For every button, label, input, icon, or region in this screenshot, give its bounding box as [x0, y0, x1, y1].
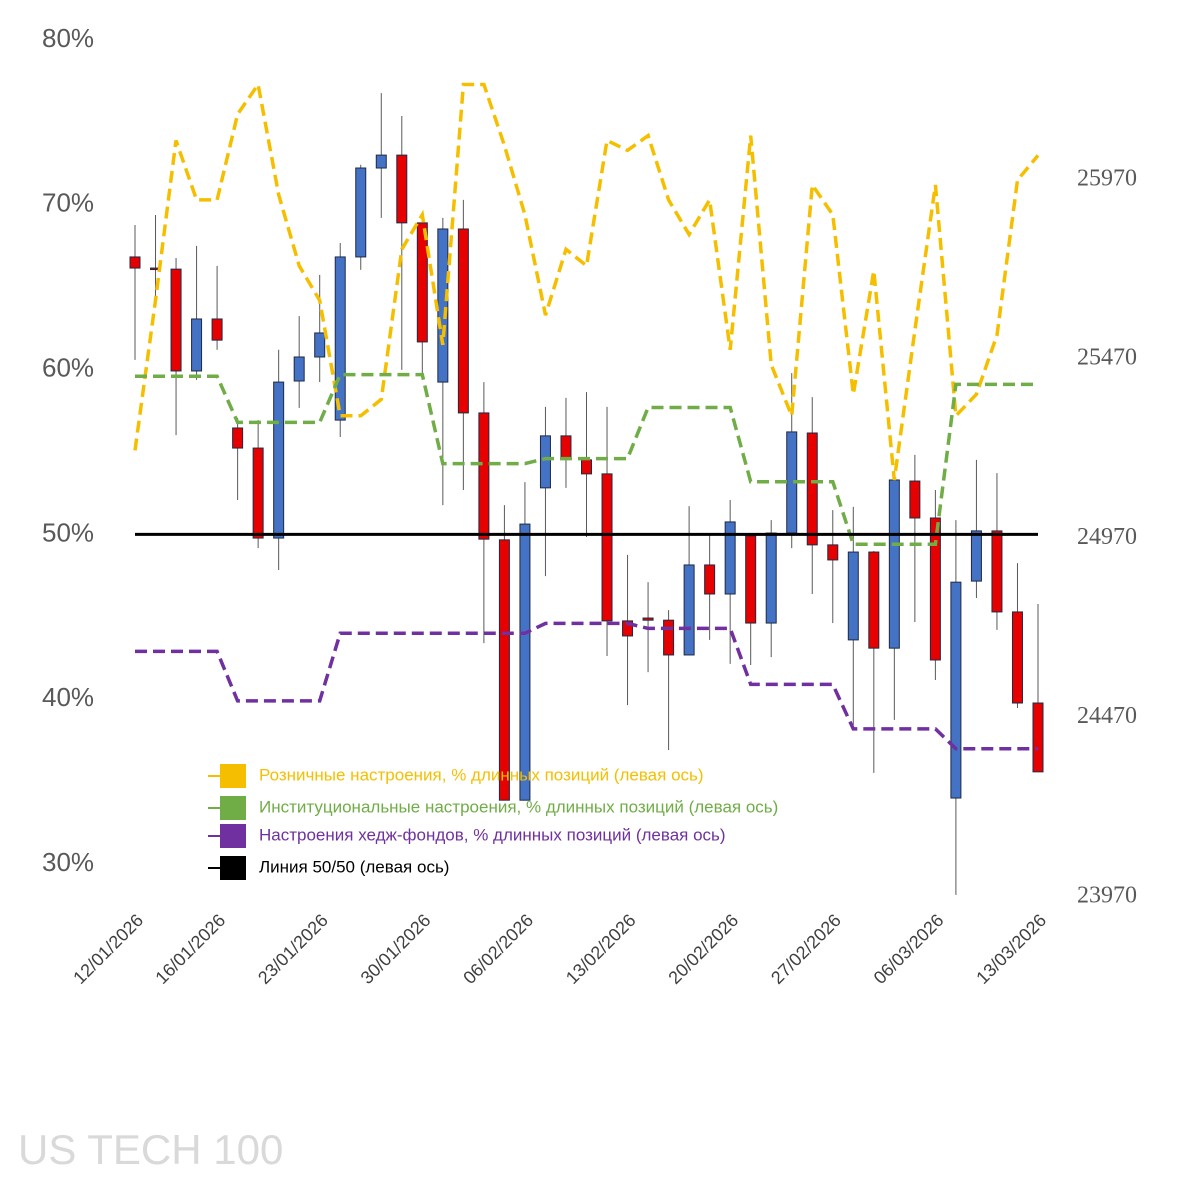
candle-body: [1011, 611, 1023, 704]
candle-body: [601, 473, 613, 622]
candle-body: [581, 459, 592, 475]
candle-body: [868, 551, 880, 649]
x-tick-label: 23/01/2026: [254, 910, 332, 988]
legend-swatch: [220, 856, 246, 880]
candle-body: [663, 619, 675, 656]
candle-body: [191, 318, 203, 372]
series-line: [133, 80, 1040, 481]
y-tick-label: 50%: [42, 517, 94, 547]
y2-tick-label: 23970: [1077, 883, 1137, 909]
y-tick-label: 70%: [42, 188, 94, 218]
candle-body: [498, 539, 510, 801]
x-tick-label: 12/01/2026: [69, 910, 147, 988]
candle-body: [416, 222, 428, 343]
candle-body: [129, 256, 141, 269]
candle-body: [273, 381, 285, 539]
candle-body: [1032, 702, 1044, 773]
candle-body: [232, 427, 244, 449]
candle-body: [909, 480, 921, 519]
legend-swatch: [220, 764, 246, 788]
candle-body: [437, 228, 449, 383]
y2-tick-label: 25470: [1077, 345, 1137, 371]
candle-body: [170, 268, 182, 372]
candle-body: [683, 564, 695, 656]
series-line: [135, 621, 1038, 751]
y2-tick-label: 24470: [1077, 703, 1137, 729]
legend-label: Настроения хедж-фондов, % длинных позици…: [259, 825, 726, 844]
candle-body: [970, 530, 982, 582]
candle-body: [457, 228, 469, 414]
candle-body: [519, 523, 531, 801]
x-tick-label: 27/02/2026: [767, 910, 845, 988]
candle-body: [929, 517, 941, 661]
candle-body: [827, 544, 839, 561]
candle-body: [765, 532, 777, 624]
x-tick-label: 06/03/2026: [870, 910, 948, 988]
x-tick-label: 16/01/2026: [151, 910, 229, 988]
y2-tick-label: 25970: [1077, 165, 1137, 191]
candle-body: [950, 581, 962, 799]
candle-body: [704, 564, 716, 595]
candle-body: [334, 256, 346, 421]
candle-body: [375, 154, 387, 169]
legend-swatch: [220, 824, 246, 848]
x-tick-label: 20/02/2026: [664, 910, 742, 988]
candle-body: [355, 167, 367, 258]
candle-body: [642, 617, 654, 621]
candle-body: [252, 447, 264, 539]
candle-body: [293, 356, 305, 382]
candle-body: [211, 318, 223, 341]
candle-body: [560, 435, 572, 459]
y-tick-label: 40%: [42, 682, 94, 712]
x-tick-label: 30/01/2026: [357, 910, 435, 988]
y-tick-label: 80%: [42, 23, 94, 53]
y-tick-label: 30%: [42, 847, 94, 877]
series-line: [135, 372, 1038, 547]
candle-body: [888, 479, 900, 649]
legend-label: Линия 50/50 (левая ось): [259, 857, 449, 876]
candle-body: [539, 435, 551, 489]
candle-body: [396, 154, 408, 224]
candle-body: [314, 332, 326, 358]
legend-label: Розничные настроения, % длинных позиций …: [259, 765, 704, 784]
candle-body: [622, 620, 634, 637]
candle-body: [478, 412, 490, 540]
candle-body: [991, 530, 1003, 613]
candle-body: [806, 432, 818, 546]
y2-tick-label: 24970: [1077, 524, 1137, 550]
x-tick-label: 13/02/2026: [562, 910, 640, 988]
candle-body: [724, 521, 736, 595]
candle-body: [847, 551, 859, 641]
y-tick-label: 60%: [42, 352, 94, 382]
legend-label: Институциональные настроения, % длинных …: [259, 797, 778, 816]
candle-body: [745, 535, 757, 624]
legend-swatch: [220, 796, 246, 820]
x-tick-label: 06/02/2026: [459, 910, 537, 988]
watermark: US TECH 100: [18, 1126, 283, 1173]
x-tick-label: 13/03/2026: [972, 910, 1050, 988]
